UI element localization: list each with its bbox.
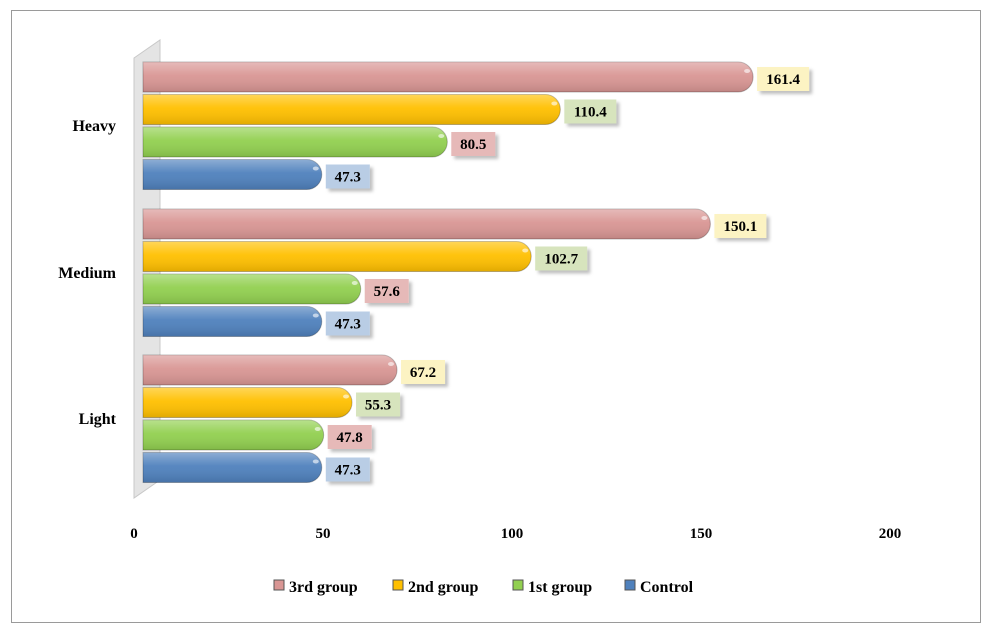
bar-3rd-group-medium <box>142 208 711 240</box>
x-tick-label: 0 <box>130 526 138 542</box>
bar-control-light <box>142 452 323 483</box>
data-label-2nd-group-medium: 102.7 <box>535 246 588 271</box>
data-label-1st-group-medium: 57.6 <box>364 279 409 303</box>
category-label-medium: Medium <box>58 265 116 282</box>
data-label-3rd-group-medium: 150.1 <box>714 214 767 238</box>
bar-2nd-group-light <box>142 387 353 418</box>
x-tick-label: 100 <box>501 526 524 542</box>
bar-1st-group-medium <box>142 273 362 305</box>
svg-text:67.2: 67.2 <box>410 365 436 381</box>
data-label-2nd-group-heavy: 110.4 <box>564 99 617 124</box>
svg-text:47.8: 47.8 <box>337 430 363 446</box>
legend-label: 1st group <box>528 579 592 596</box>
legend-item-2nd-group: 2nd group <box>392 579 479 596</box>
data-label-3rd-group-light: 67.2 <box>401 360 446 384</box>
data-label-control-heavy: 47.3 <box>325 164 370 189</box>
legend-swatch <box>392 579 404 591</box>
bar-2nd-group-heavy <box>142 94 561 125</box>
x-tick-label: 50 <box>316 526 331 542</box>
bar-control-medium <box>142 306 323 337</box>
bar-3rd-group-heavy <box>142 61 754 93</box>
legend-label: Control <box>640 579 694 596</box>
svg-text:150.1: 150.1 <box>724 219 758 235</box>
category-label-light: Light <box>79 411 117 428</box>
legend-label: 3rd group <box>289 579 358 596</box>
svg-text:110.4: 110.4 <box>574 105 607 121</box>
svg-text:80.5: 80.5 <box>460 137 486 153</box>
bar-control-heavy <box>142 159 323 190</box>
bar-3rd-group-light <box>142 354 398 386</box>
svg-text:47.3: 47.3 <box>335 170 361 186</box>
svg-text:161.4: 161.4 <box>766 72 800 88</box>
legend-item-1st-group: 1st group <box>512 579 592 596</box>
legend-item-3rd-group: 3rd group <box>273 579 358 596</box>
svg-text:55.3: 55.3 <box>365 398 391 414</box>
data-label-2nd-group-light: 55.3 <box>356 392 401 417</box>
data-label-control-medium: 47.3 <box>325 311 370 336</box>
x-tick-label: 200 <box>879 526 902 542</box>
legend: 3rd group 2nd group 1st group Control <box>273 579 694 596</box>
bar-1st-group-light <box>142 419 325 451</box>
x-tick-label: 150 <box>690 526 713 542</box>
legend-swatch <box>624 579 636 591</box>
svg-text:102.7: 102.7 <box>544 252 578 268</box>
svg-text:47.3: 47.3 <box>335 463 361 479</box>
legend-item-control: Control <box>624 579 694 596</box>
data-label-control-light: 47.3 <box>325 457 370 482</box>
data-label-1st-group-light: 47.8 <box>327 425 372 449</box>
bar-2nd-group-medium <box>142 241 532 272</box>
bar-1st-group-heavy <box>142 126 448 158</box>
legend-label: 2nd group <box>408 579 479 596</box>
svg-text:57.6: 57.6 <box>374 284 401 300</box>
category-label-heavy: Heavy <box>72 118 116 135</box>
data-label-1st-group-heavy: 80.5 <box>451 132 496 156</box>
legend-swatch <box>512 579 524 591</box>
data-label-3rd-group-heavy: 161.4 <box>757 67 810 91</box>
svg-text:47.3: 47.3 <box>335 317 361 333</box>
legend-swatch <box>273 579 285 591</box>
